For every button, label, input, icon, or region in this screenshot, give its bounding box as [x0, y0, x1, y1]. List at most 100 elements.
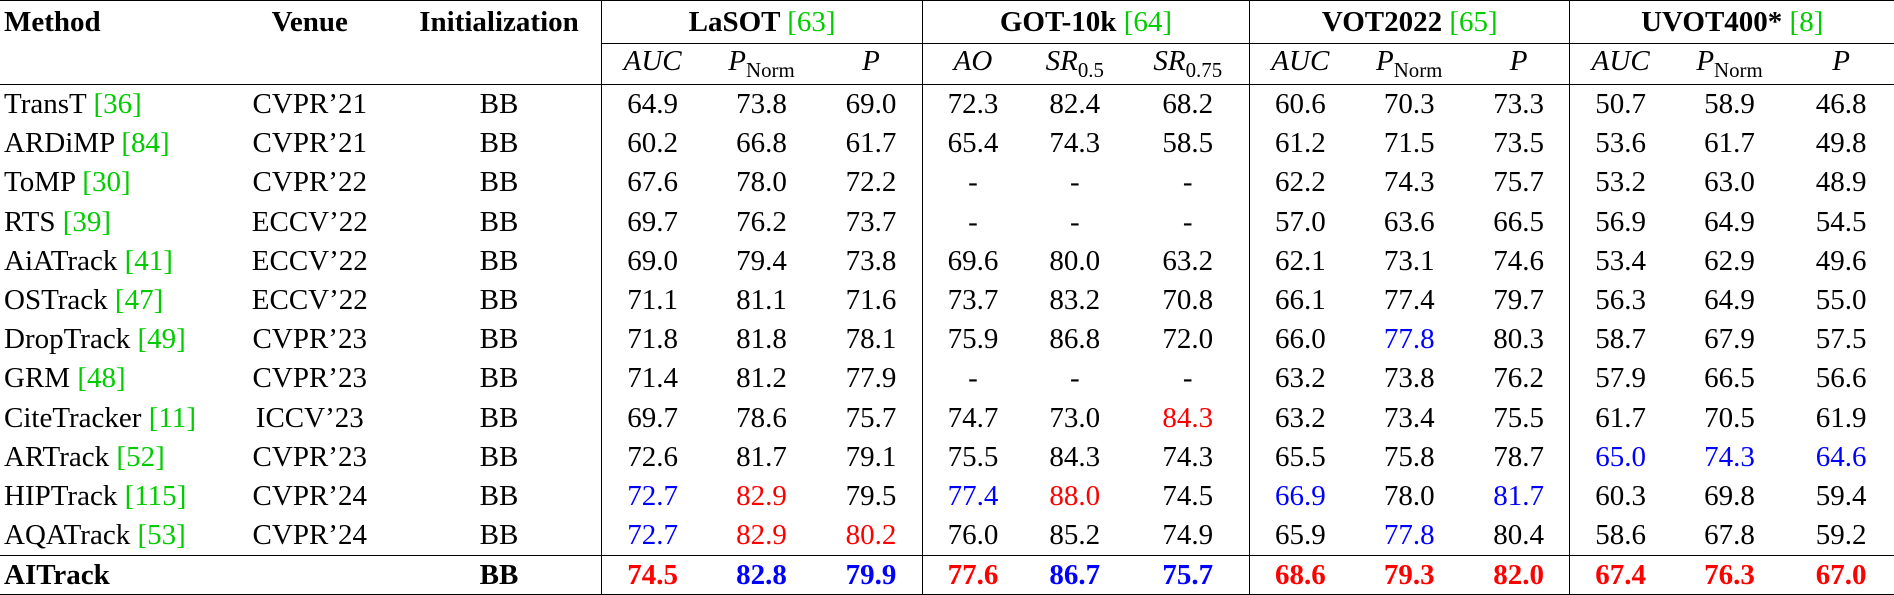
citation-link[interactable]: 115	[134, 479, 177, 512]
value-cell: 67.9	[1704, 323, 1755, 356]
value-cell: 60.2	[601, 124, 703, 164]
value-cell: 66.5	[1493, 205, 1545, 238]
value-cell: 75.7	[1493, 166, 1545, 199]
method-cell: ARTrack [52]	[4, 440, 165, 473]
init-cell: BB	[479, 401, 519, 434]
value-cell: 71.1	[601, 280, 703, 321]
method-header: Method	[0, 0, 223, 44]
metric-header: SR0.5	[1023, 43, 1127, 85]
value-cell: 74.6	[1493, 244, 1545, 277]
value-cell: 58.6	[1569, 516, 1671, 556]
value-cell: 76.2	[1493, 362, 1545, 395]
value-cell: 71.5	[1383, 127, 1435, 160]
venue-cell: CVPR’21	[252, 88, 367, 121]
value-cell: 73.7	[845, 205, 897, 238]
table-row: CiteTracker [11] ICCV’23 BB 69.7 78.6 75.7 74.…	[0, 398, 1894, 438]
value-cell: 72.7	[601, 476, 703, 517]
value-cell: 84.3	[1162, 401, 1214, 434]
value-cell: 79.4	[736, 244, 787, 277]
value-cell: 82.9	[736, 519, 787, 552]
citation-link[interactable]: 41	[134, 244, 164, 277]
init-cell: BB	[479, 166, 519, 199]
value-cell: 69.7	[601, 398, 703, 438]
value-cell: 73.1	[1383, 244, 1435, 277]
citation-link[interactable]: 30	[91, 166, 121, 199]
value-cell: 84.3	[1049, 440, 1101, 473]
value-cell: 75.7	[1126, 555, 1250, 595]
value-cell: 82.4	[1049, 88, 1101, 121]
value-cell: 81.7	[1493, 479, 1545, 512]
value-cell: 74.3	[1049, 127, 1101, 160]
citation-link[interactable]: 48	[87, 362, 116, 395]
value-cell: 57.9	[1569, 359, 1671, 399]
table-row: HIPTrack [115] CVPR’24 BB 72.7 82.9 79.5 77.4 8…	[0, 476, 1894, 517]
citation-link[interactable]: 84	[131, 127, 161, 160]
value-cell: 83.2	[1049, 284, 1101, 317]
metric-header: AUC	[601, 43, 703, 85]
value-cell: 66.8	[736, 127, 787, 160]
value-cell: 71.4	[601, 359, 703, 399]
value-cell: 65.0	[1569, 437, 1671, 477]
value-cell: 65.5	[1249, 437, 1351, 477]
value-cell: 53.2	[1569, 163, 1671, 203]
citation-link[interactable]: 36	[103, 88, 133, 121]
table-row: RTS [39] ECCV’22 BB 69.7 76.2 73.7- - -57.0 63.6…	[0, 202, 1894, 242]
citation-link[interactable]: 39	[72, 205, 102, 238]
value-cell: 80.4	[1493, 519, 1545, 552]
value-cell: 81.1	[736, 284, 787, 317]
value-cell: 61.7	[845, 127, 897, 160]
table-row: AiATrack [41] ECCV’22 BB 69.0 79.4 73.8 69.6 80…	[0, 241, 1894, 281]
value-cell: 66.1	[1249, 280, 1351, 321]
citation-link[interactable]: 47	[124, 284, 154, 317]
init-cell: BB	[396, 555, 602, 595]
value-cell: 72.6	[601, 437, 703, 477]
value-cell: 75.8	[1383, 440, 1435, 473]
value-cell: 59.4	[1815, 479, 1867, 512]
citation-link[interactable]: 52	[126, 440, 156, 473]
value-cell: 69.7	[601, 202, 703, 242]
value-cell: 78.0	[736, 166, 787, 199]
value-cell: 74.5	[601, 555, 703, 595]
value-cell: 50.7	[1569, 84, 1671, 125]
citation-link[interactable]: 53	[147, 519, 177, 552]
metric-header: AO	[921, 43, 1024, 85]
group-header-lasot: LaSOT [63]	[601, 0, 923, 44]
table-row: AQATrack [53] CVPR’24 BB 72.7 82.9 80.2 76.0 85…	[0, 516, 1894, 556]
group-header-uvot400: UVOT400* [8]	[1569, 0, 1894, 44]
value-cell: 55.0	[1815, 284, 1867, 317]
value-cell: 85.2	[1049, 519, 1101, 552]
value-cell: -	[1069, 166, 1080, 199]
value-cell: 57.5	[1815, 323, 1867, 356]
value-cell: 64.9	[1704, 284, 1755, 317]
empty-cell	[222, 43, 397, 85]
method-cell: CiteTracker [11]	[4, 401, 196, 434]
table-row: TransT [36] CVPR’21 BB 64.9 73.8 69.0 72.3 82.4…	[0, 84, 1894, 125]
venue-cell: CVPR’21	[252, 127, 367, 160]
init-cell: BB	[479, 127, 519, 160]
method-cell: ToMP [30]	[4, 166, 131, 199]
value-cell: 76.0	[921, 516, 1024, 556]
table-row: DropTrack [49] CVPR’23 BB 71.8 81.8 78.1 75.9 8…	[0, 320, 1894, 360]
value-cell: 58.9	[1704, 88, 1755, 121]
value-cell: 79.5	[845, 479, 897, 512]
value-cell: 64.6	[1815, 440, 1867, 473]
subheader-row: AUC PNorm P AO SR0.5 SR0.75 AUC PNorm P …	[0, 43, 1894, 85]
value-cell: 49.6	[1815, 244, 1867, 277]
value-cell: -	[921, 202, 1024, 242]
value-cell: 78.1	[845, 323, 897, 356]
value-cell: 68.2	[1162, 88, 1214, 121]
value-cell: 77.8	[1383, 323, 1435, 356]
value-cell: 61.2	[1249, 124, 1351, 164]
citation-link[interactable]: 49	[147, 323, 177, 356]
table-body: TransT [36] CVPR’21 BB 64.9 73.8 69.0 72.3 82.4…	[0, 84, 1894, 595]
citation-link[interactable]: 11	[158, 401, 187, 434]
value-cell: 70.3	[1383, 88, 1435, 121]
value-cell: 79.9	[820, 555, 923, 595]
value-cell: 78.0	[1383, 479, 1435, 512]
value-cell: 75.5	[1493, 401, 1545, 434]
group-header-vot2022: VOT2022 [65]	[1249, 0, 1570, 44]
value-cell: 81.7	[736, 440, 787, 473]
method-cell: OSTrack [47]	[4, 284, 164, 317]
value-cell: 60.3	[1569, 476, 1671, 517]
metric-header: AUC	[1569, 43, 1671, 85]
